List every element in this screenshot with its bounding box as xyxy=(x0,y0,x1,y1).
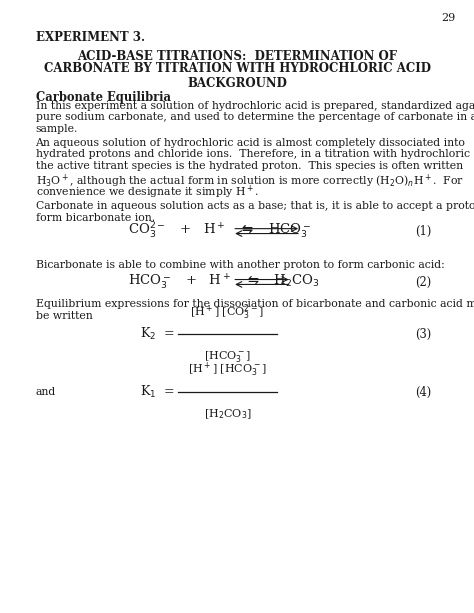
Text: hydrated protons and chloride ions.  Therefore, in a titration with hydrochloric: hydrated protons and chloride ions. Ther… xyxy=(36,150,474,159)
Text: EXPERIMENT 3.: EXPERIMENT 3. xyxy=(36,31,145,44)
Text: Carbonate in aqueous solution acts as a base; that is, it is able to accept a pr: Carbonate in aqueous solution acts as a … xyxy=(36,201,474,211)
Text: [HCO$_3^-$]: [HCO$_3^-$] xyxy=(204,349,251,364)
Text: Carbonate Equilibria: Carbonate Equilibria xyxy=(36,91,171,104)
Text: CO$_3^{2-}$   +   H$^+$   $\mathbf{\leftrightharpoons}$   HCO$_3^-$: CO$_3^{2-}$ + H$^+$ $\mathbf{\leftrighth… xyxy=(128,221,311,241)
Text: CARBONATE BY TITRATION WITH HYDROCHLORIC ACID: CARBONATE BY TITRATION WITH HYDROCHLORIC… xyxy=(44,62,430,75)
Text: pure sodium carbonate, and used to determine the percentage of carbonate in a: pure sodium carbonate, and used to deter… xyxy=(36,112,474,122)
Text: (4): (4) xyxy=(415,386,431,399)
Text: [H$^+$] [CO$_3^{2-}$]: [H$^+$] [CO$_3^{2-}$] xyxy=(191,302,264,322)
Text: (3): (3) xyxy=(415,327,431,341)
Text: H$_3$O$^+$, although the actual form in solution is more correctly (H$_2$O)$_n$H: H$_3$O$^+$, although the actual form in … xyxy=(36,172,464,190)
Text: 29: 29 xyxy=(441,13,455,23)
Text: BACKGROUND: BACKGROUND xyxy=(187,77,287,90)
Text: [H$_2$CO$_3$]: [H$_2$CO$_3$] xyxy=(204,408,251,421)
Text: form bicarbonate ion.: form bicarbonate ion. xyxy=(36,213,155,223)
Text: and: and xyxy=(36,387,56,397)
Text: [H$^+$] [HCO$_3^-$]: [H$^+$] [HCO$_3^-$] xyxy=(188,361,267,379)
Text: (1): (1) xyxy=(415,224,431,238)
Text: In this experiment a solution of hydrochloric acid is prepared, standardized aga: In this experiment a solution of hydroch… xyxy=(36,101,474,110)
Text: sample.: sample. xyxy=(36,124,78,134)
Text: the active titrant species is the hydrated proton.  This species is often writte: the active titrant species is the hydrat… xyxy=(36,161,463,171)
Text: Bicarbonate is able to combine with another proton to form carbonic acid:: Bicarbonate is able to combine with anot… xyxy=(36,260,444,270)
Text: convenience we designate it simply H$^+$.: convenience we designate it simply H$^+$… xyxy=(36,184,258,201)
Text: K$_1$  =: K$_1$ = xyxy=(140,384,174,400)
Text: HCO$_3^-$   +   H$^+$   $\leftrightharpoons$   H$_2$CO$_3$: HCO$_3^-$ + H$^+$ $\leftrightharpoons$ H… xyxy=(128,273,320,291)
Text: Equilibrium expressions for the dissociation of bicarbonate and carbonic acid ma: Equilibrium expressions for the dissocia… xyxy=(36,299,474,309)
Text: be written: be written xyxy=(36,311,92,321)
Text: K$_2$  =: K$_2$ = xyxy=(140,326,174,342)
Text: (2): (2) xyxy=(415,275,431,289)
Text: An aqueous solution of hydrochloric acid is almost completely dissociated into: An aqueous solution of hydrochloric acid… xyxy=(36,138,465,148)
Text: ACID-BASE TITRATIONS:  DETERMINATION OF: ACID-BASE TITRATIONS: DETERMINATION OF xyxy=(77,50,397,63)
